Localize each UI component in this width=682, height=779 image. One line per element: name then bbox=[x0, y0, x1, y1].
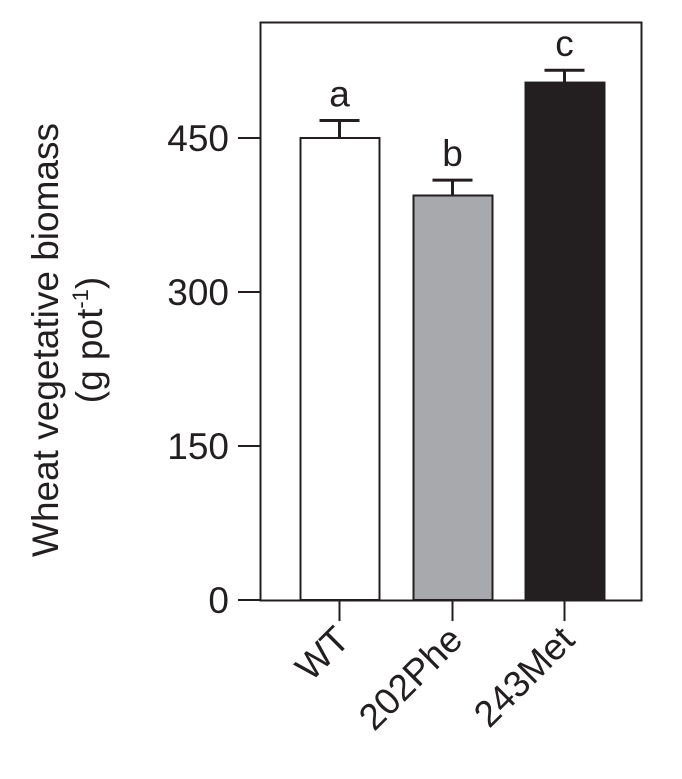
significance-letter: b bbox=[442, 133, 463, 174]
x-tick-label: 202Phe bbox=[351, 619, 470, 738]
bar-243met bbox=[524, 81, 606, 601]
y-axis: 0 150 300 450 bbox=[167, 118, 260, 621]
y-tick-label: 300 bbox=[167, 272, 229, 313]
y-axis-title-line2: (g pot-1) bbox=[68, 277, 110, 404]
significance-letter: c bbox=[555, 23, 574, 64]
bar-wt bbox=[299, 137, 381, 601]
y-axis-title: Wheat vegetative biomass (g pot-1) bbox=[25, 123, 110, 557]
x-tick-label: 243Met bbox=[466, 618, 583, 735]
x-tick-label: WT bbox=[287, 619, 357, 689]
significance-letter: a bbox=[329, 74, 350, 115]
y-axis-title-line1: Wheat vegetative biomass bbox=[25, 123, 66, 557]
y-tick-label: 0 bbox=[208, 580, 229, 621]
y-tick-label: 150 bbox=[167, 426, 229, 467]
bar-202phe bbox=[412, 194, 494, 601]
bars: a b c bbox=[299, 23, 606, 601]
y-tick-label: 450 bbox=[167, 118, 229, 159]
